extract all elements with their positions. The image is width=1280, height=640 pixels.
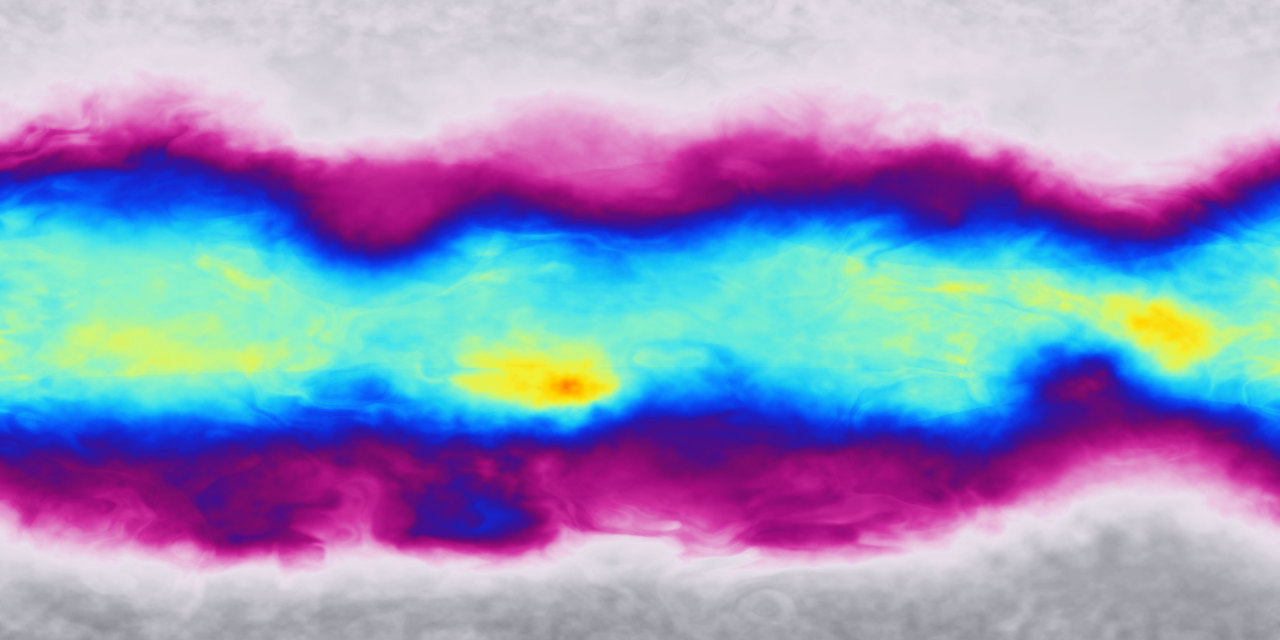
- temperature-map-viewport: [0, 0, 1280, 640]
- global-temperature-heatmap: [0, 0, 1280, 640]
